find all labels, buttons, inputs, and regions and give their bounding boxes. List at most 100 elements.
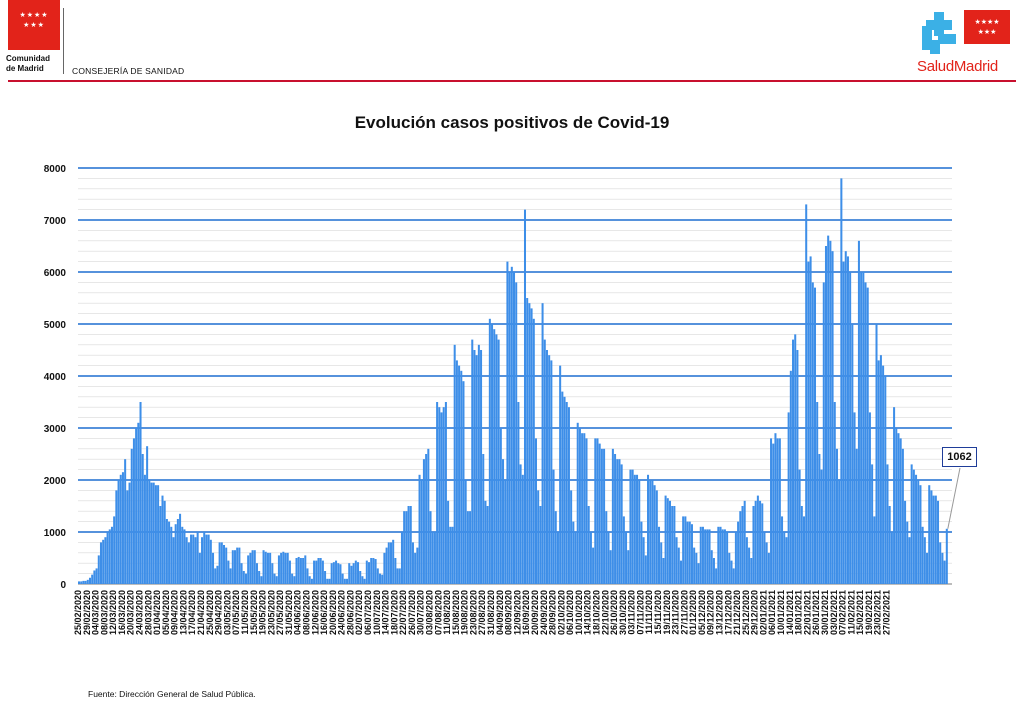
bar xyxy=(640,521,643,584)
x-tick-label: 27/05/2020 xyxy=(275,590,285,635)
bar xyxy=(842,261,845,584)
bar xyxy=(688,521,691,584)
bar xyxy=(396,568,399,584)
bar xyxy=(785,537,788,584)
bar xyxy=(598,443,601,584)
bar xyxy=(778,438,781,584)
bar xyxy=(488,318,491,584)
bar xyxy=(686,521,689,584)
bar xyxy=(223,545,226,584)
bar xyxy=(638,480,641,584)
x-tick-label: 05/12/2020 xyxy=(697,590,707,635)
bar xyxy=(695,552,698,584)
x-tick-label: 27/11/2020 xyxy=(679,590,689,635)
x-tick-label: 03/08/2020 xyxy=(425,590,435,635)
bar xyxy=(614,454,617,584)
bar xyxy=(539,506,542,584)
bar xyxy=(919,485,922,584)
x-tick-label: 14/07/2020 xyxy=(381,590,391,635)
bar xyxy=(475,355,478,584)
bar xyxy=(302,558,305,584)
bar xyxy=(728,552,731,584)
bar xyxy=(348,563,351,584)
bar xyxy=(273,573,276,584)
bar xyxy=(673,506,676,584)
bar xyxy=(532,318,535,584)
bar xyxy=(286,552,289,584)
page-header: ★★★★ ★★★ Comunidad de Madrid CONSEJERÍA … xyxy=(0,0,1024,84)
bar xyxy=(317,558,320,584)
bar xyxy=(394,558,397,584)
bar xyxy=(857,240,860,585)
chart-title: Evolución casos positivos de Covid-19 xyxy=(354,113,670,132)
x-tick-label: 11/05/2020 xyxy=(240,590,250,635)
bar xyxy=(800,506,803,584)
x-tick-label: 16/06/2020 xyxy=(319,590,329,635)
x-tick-label: 30/07/2020 xyxy=(416,590,426,635)
bar xyxy=(102,539,105,584)
bar xyxy=(372,558,375,584)
bar xyxy=(556,532,559,584)
bar xyxy=(383,552,386,584)
bar xyxy=(886,464,889,584)
x-tick-label: 06/01/2021 xyxy=(767,590,777,635)
bar xyxy=(330,563,333,584)
bar xyxy=(737,521,740,584)
bar xyxy=(620,464,623,584)
x-tick-label: 05/04/2020 xyxy=(161,590,171,635)
bar xyxy=(934,495,937,584)
bar xyxy=(495,334,498,584)
bar xyxy=(774,433,777,584)
bar xyxy=(416,547,419,584)
bar xyxy=(611,448,614,584)
x-tick-label: 09/12/2020 xyxy=(706,590,716,635)
bar xyxy=(159,506,162,584)
bar xyxy=(113,516,116,584)
bar xyxy=(291,573,294,584)
svg-text:★★★: ★★★ xyxy=(978,28,997,36)
bar xyxy=(341,573,344,584)
bar xyxy=(618,459,621,584)
bar xyxy=(229,568,232,584)
bar xyxy=(781,516,784,584)
bar xyxy=(888,506,891,584)
bar xyxy=(523,209,527,584)
bar xyxy=(803,516,806,584)
y-tick-label: 6000 xyxy=(44,268,67,279)
bar xyxy=(368,562,371,584)
bar xyxy=(860,272,863,584)
bar xyxy=(359,571,362,584)
bar xyxy=(631,469,634,584)
bar xyxy=(732,568,735,584)
bar xyxy=(770,438,773,584)
bar xyxy=(405,511,408,584)
bar xyxy=(743,500,746,584)
bar xyxy=(466,511,469,584)
bar xyxy=(196,532,199,584)
bar xyxy=(660,542,663,584)
last-value-callout: 1062 xyxy=(942,447,977,467)
bar xyxy=(752,506,755,584)
bar xyxy=(754,500,757,584)
bar xyxy=(679,560,682,584)
bar xyxy=(480,350,483,584)
bar xyxy=(152,482,155,584)
bar xyxy=(255,563,258,584)
bar xyxy=(205,534,208,584)
bar xyxy=(759,500,762,584)
bar xyxy=(862,272,865,584)
x-tick-label: 22/01/2021 xyxy=(802,590,812,635)
bar xyxy=(609,550,612,584)
bar xyxy=(756,495,759,584)
bar xyxy=(192,534,195,584)
bar xyxy=(677,547,680,584)
bar xyxy=(242,571,245,584)
bar xyxy=(813,287,817,584)
svg-text:★★★★: ★★★★ xyxy=(974,18,999,26)
bar-chart: 0 1000 2000 3000 4000 5000 6000 7000 8000 25/02/… xyxy=(44,164,961,635)
bar xyxy=(108,529,111,584)
bar xyxy=(91,574,94,584)
x-tick-label: 27/02/2021 xyxy=(881,590,891,635)
bar xyxy=(249,552,252,584)
bar xyxy=(868,412,871,584)
